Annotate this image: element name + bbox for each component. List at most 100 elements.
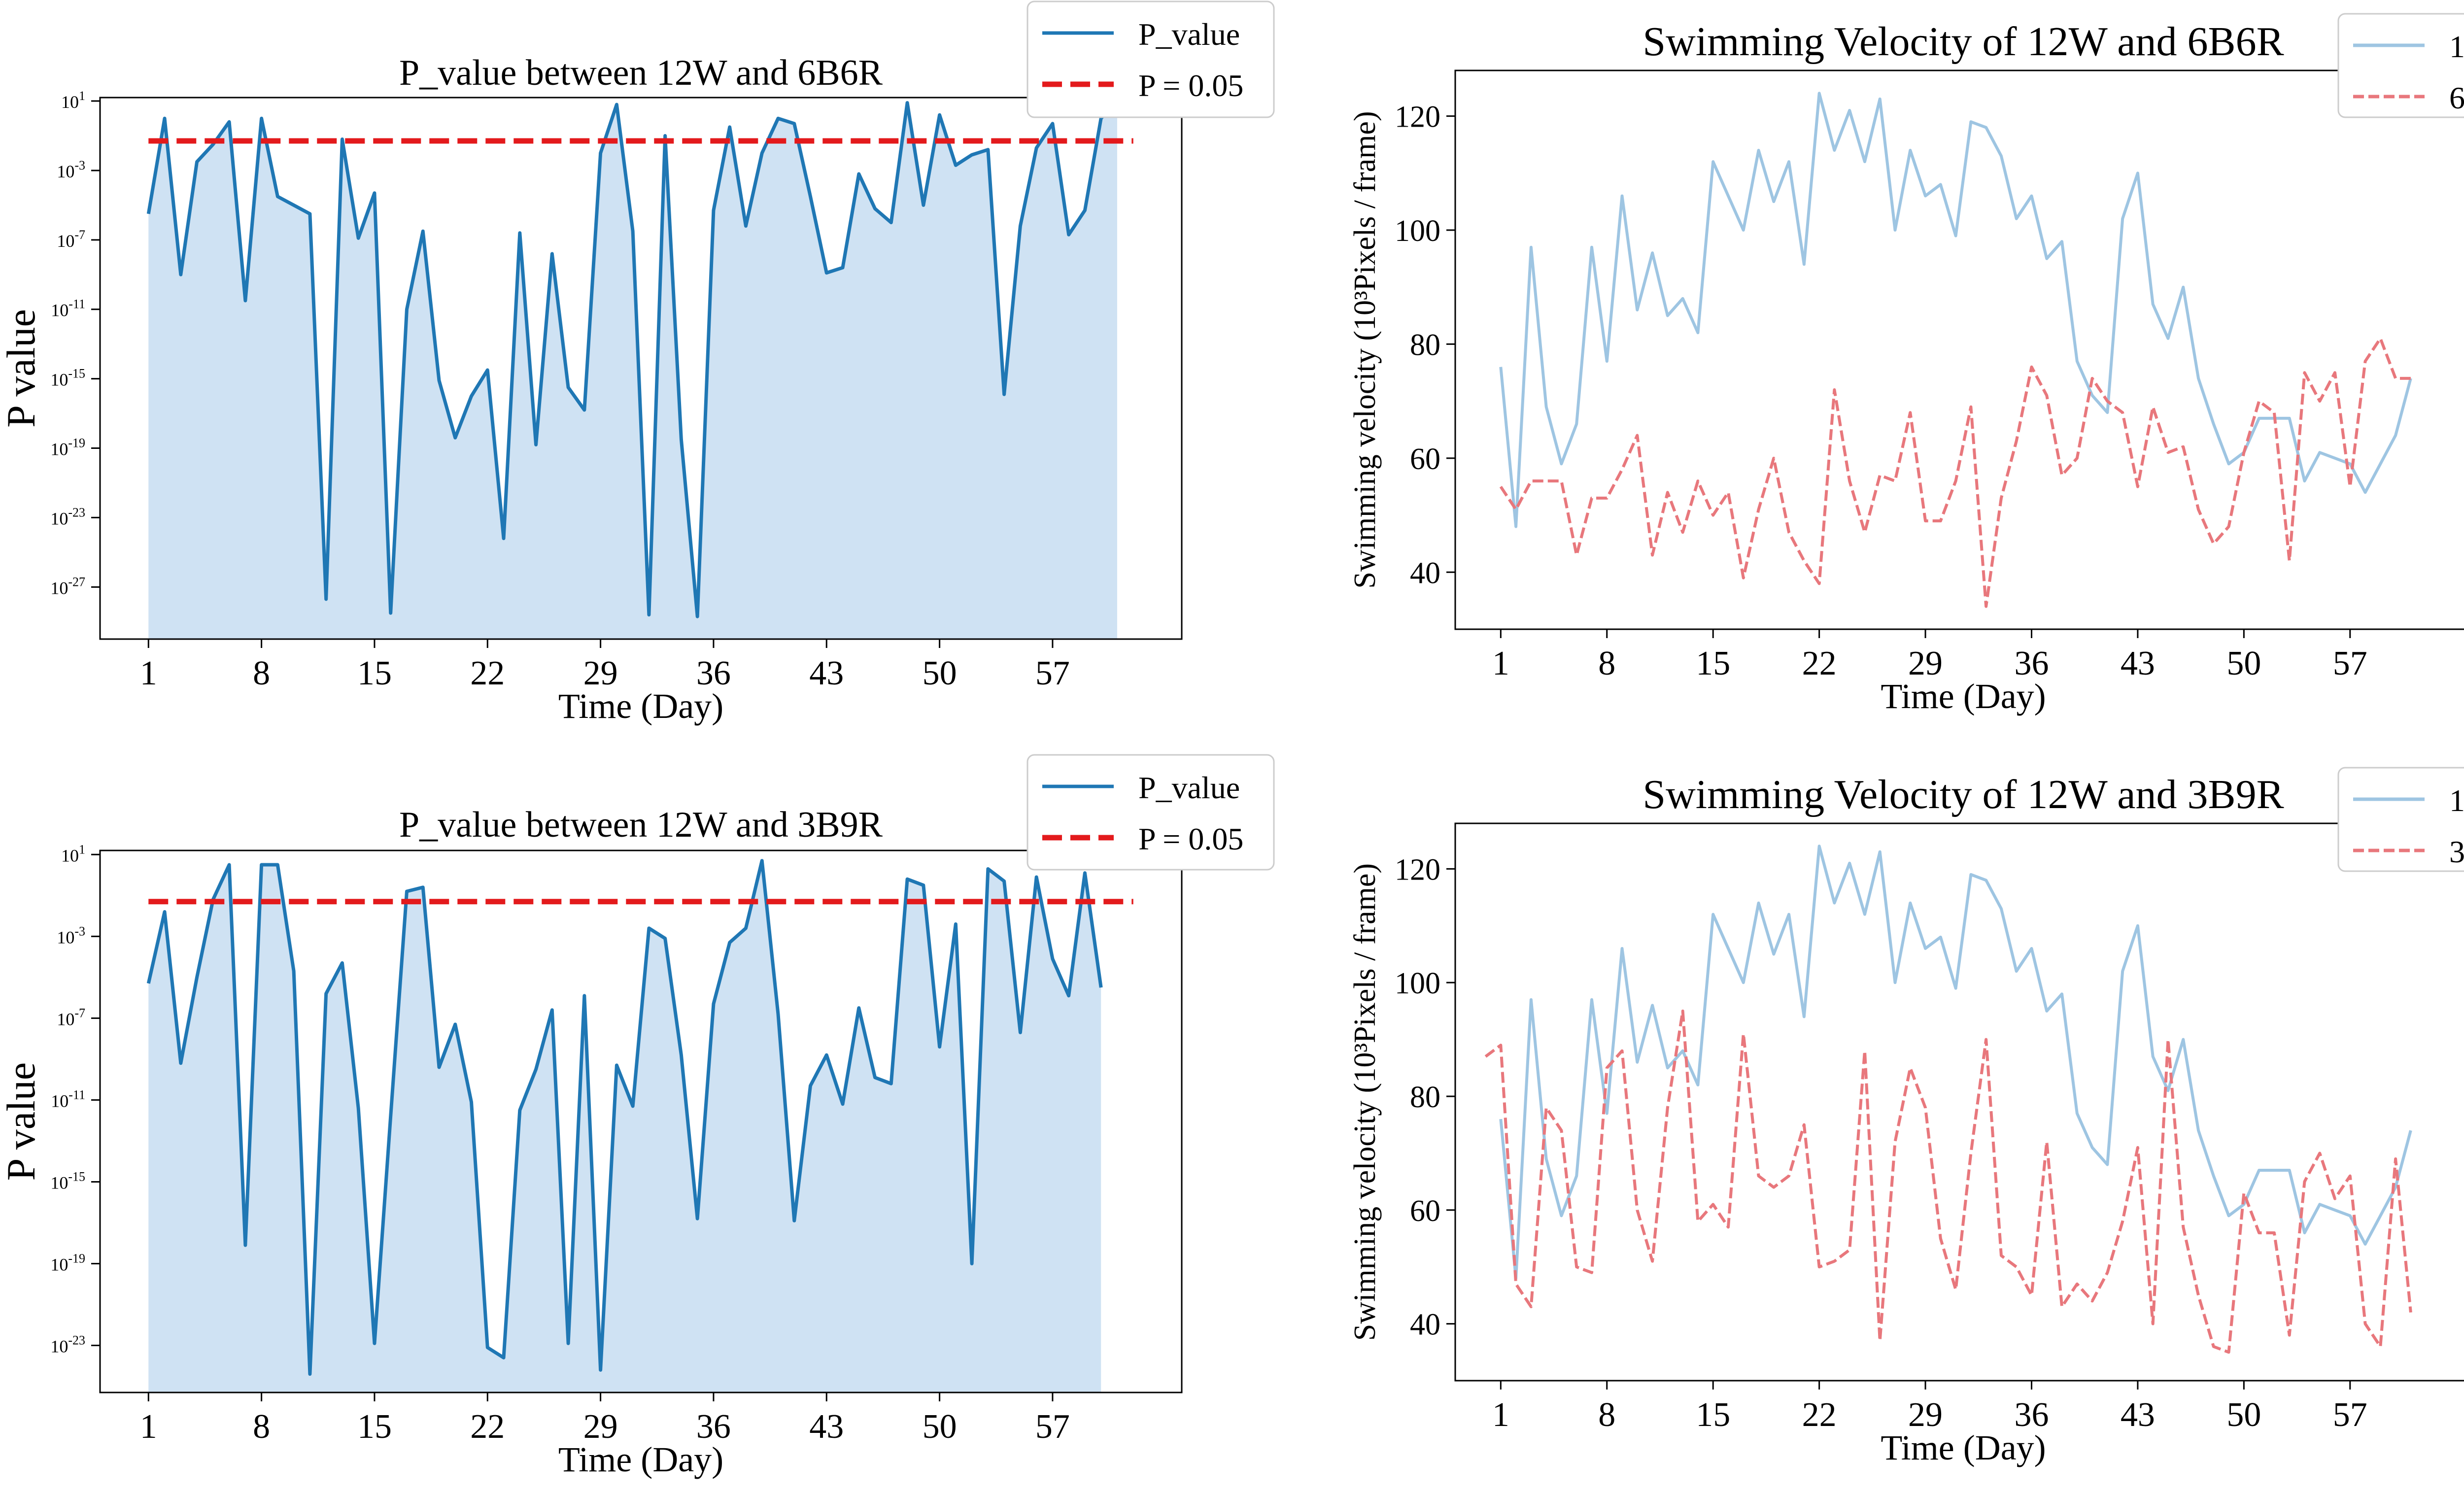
legend-label: P_value (1138, 17, 1240, 52)
x-tick-label: 57 (1035, 654, 1070, 692)
x-tick-label: 29 (583, 1408, 618, 1446)
y-tick-label: 101 (61, 89, 85, 112)
y-tick-label: 120 (1395, 853, 1440, 886)
chart-panel-3: 1 8 15 22 29 36 43 50 57 101 10-3 10-7 10-11 10-15 10-… (0, 754, 1275, 1479)
area-fill (148, 860, 1101, 1392)
x-axis-label: Time (Day) (558, 686, 723, 726)
x-tick-label: 50 (2226, 645, 2261, 682)
y-tick-label: 10-27 (50, 575, 85, 598)
series-line-6B6R (1499, 337, 2411, 608)
chart-panel-1: 1 8 15 22 29 36 43 50 57 101 10-3 10-7 10-11 10-15 10-… (0, 0, 1275, 726)
y-tick-label: 10-15 (50, 1169, 85, 1192)
y-tick-label: 80 (1410, 328, 1440, 362)
x-tick-label: 8 (253, 654, 270, 692)
x-axis-label: Time (Day) (1881, 677, 2046, 716)
y-tick-label: 80 (1410, 1081, 1440, 1114)
x-tick-label: 8 (1598, 645, 1615, 682)
legend-label: P = 0.05 (1138, 68, 1243, 103)
chart-title: P_value between 12W and 6B6R (399, 53, 883, 93)
x-tick-label: 22 (470, 654, 505, 692)
plot-frame (1454, 822, 2464, 1382)
chart-title: P_value between 12W and 3B9R (399, 805, 883, 845)
y-tick-label: 10-23 (50, 1333, 85, 1357)
chart-title: Swimming Velocity of 12W and 6B6R (1643, 19, 2284, 65)
x-tick-label: 29 (583, 654, 618, 692)
legend-label: 3B9R (2449, 834, 2464, 869)
series-line-12W (1499, 92, 2412, 528)
x-tick-label: 36 (2014, 1396, 2049, 1434)
x-tick-label: 29 (1908, 645, 1943, 682)
x-axis-label: Time (Day) (1881, 1428, 2046, 1467)
y-tick-label: 10-23 (50, 505, 85, 528)
y-tick-label: 120 (1395, 101, 1440, 134)
legend-label: 12W (2449, 783, 2464, 818)
x-tick-label: 36 (2014, 645, 2049, 682)
y-tick-label: 10-11 (51, 297, 85, 320)
x-tick-label: 43 (809, 1408, 844, 1446)
y-tick-label: 10-19 (50, 1251, 85, 1274)
plot-frame (1454, 69, 2464, 630)
y-tick-label: 101 (61, 842, 85, 865)
x-tick-label: 50 (923, 1408, 957, 1446)
x-tick-label: 1 (140, 654, 157, 692)
y-tick-label: 10-7 (57, 228, 85, 251)
plot-frame (99, 849, 1183, 1393)
chart-panel-4: 1 8 15 22 29 36 43 50 57 40 60 80 100 120 Swimming Vel… (1348, 767, 2464, 1467)
x-tick-label: 29 (1908, 1396, 1943, 1434)
plot-frame (99, 97, 1183, 640)
y-axis-label: P value (0, 309, 43, 428)
x-tick-label: 43 (2121, 1396, 2155, 1434)
x-tick-label: 43 (2121, 645, 2155, 682)
x-tick-label: 1 (1492, 1396, 1509, 1434)
area-fill (148, 101, 1117, 639)
legend-label: 6B6R (2449, 80, 2464, 115)
legend-label: P_value (1138, 770, 1240, 805)
y-tick-label: 100 (1395, 214, 1440, 248)
legend-box (1027, 0, 1275, 118)
y-axis-label: Swimming velocity (10³Pixels / frame) (1348, 863, 1382, 1341)
x-tick-label: 22 (1802, 645, 1837, 682)
legend-box (2337, 13, 2464, 118)
x-tick-label: 57 (1035, 1408, 1070, 1446)
x-tick-label: 15 (1696, 645, 1730, 682)
x-tick-label: 15 (1696, 1396, 1730, 1434)
y-tick-label: 10-7 (57, 1006, 85, 1029)
chart-panel-2: 1 8 15 22 29 36 43 50 57 40 60 80 100 120 Swimming Vel… (1348, 13, 2464, 716)
y-tick-label: 10-3 (57, 924, 85, 947)
y-tick-label: 40 (1410, 556, 1440, 590)
chart-title: Swimming Velocity of 12W and 3B9R (1643, 772, 2284, 817)
x-tick-label: 15 (357, 654, 392, 692)
y-tick-label: 10-15 (50, 367, 85, 390)
series-line-P_value (146, 100, 1119, 618)
x-tick-label: 36 (696, 1408, 731, 1446)
x-tick-label: 8 (253, 1408, 270, 1446)
legend-box (2337, 767, 2464, 872)
y-axis-label: Swimming velocity (10³Pixels / frame) (1348, 111, 1382, 588)
x-tick-label: 22 (470, 1408, 505, 1446)
legend: P_value P = 0.05 (1027, 754, 1275, 871)
legend: P_value P = 0.05 (1027, 0, 1275, 118)
x-tick-label: 8 (1598, 1396, 1615, 1434)
series-line-3B9R (1484, 1009, 2412, 1354)
x-tick-label: 36 (696, 654, 731, 692)
x-tick-label: 50 (923, 654, 957, 692)
y-tick-label: 10-3 (57, 158, 85, 181)
legend-box (1027, 754, 1275, 871)
x-axis-label: Time (Day) (558, 1440, 723, 1479)
y-tick-label: 10-19 (50, 436, 85, 459)
y-tick-label: 60 (1410, 442, 1440, 476)
series-line-P_value (146, 859, 1103, 1376)
x-tick-label: 43 (809, 654, 844, 692)
x-tick-label: 1 (140, 1408, 157, 1446)
x-tick-label: 57 (2333, 645, 2367, 682)
x-tick-label: 50 (2226, 1396, 2261, 1434)
y-tick-label: 100 (1395, 967, 1440, 1000)
x-tick-label: 57 (2333, 1396, 2367, 1434)
legend: 12W 6B6R (2337, 13, 2464, 118)
y-tick-label: 60 (1410, 1194, 1440, 1228)
legend: 12W 3B9R (2337, 767, 2464, 872)
series-line-12W (1499, 845, 2412, 1280)
y-tick-label: 40 (1410, 1308, 1440, 1342)
legend-label: 12W (2449, 29, 2464, 64)
